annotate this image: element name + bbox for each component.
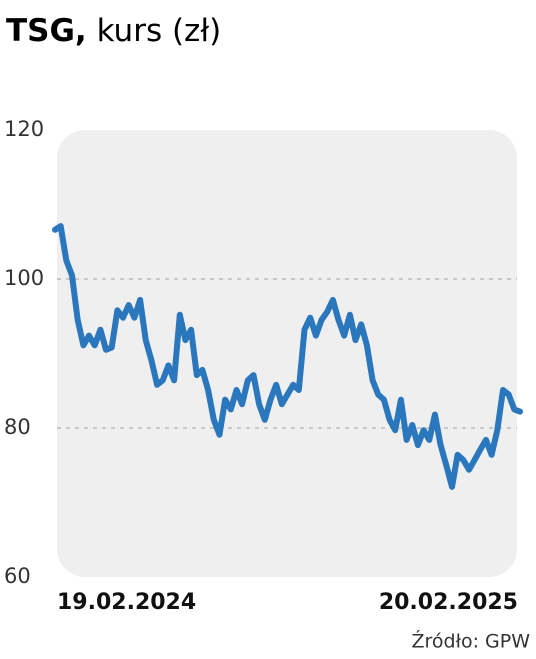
plot-area: [57, 130, 517, 577]
y-tick-label: 60: [4, 564, 31, 588]
source: Źródło: GPW: [411, 630, 530, 653]
price-line: [52, 223, 523, 490]
x-tick-label: 19.02.2024: [57, 590, 196, 615]
title: TSG,: [6, 13, 87, 49]
chart-title: TSG, kurs (zł): [6, 13, 221, 49]
x-tick-label: 20.02.2025: [379, 590, 518, 615]
y-tick-label: 80: [4, 415, 31, 439]
subtitle: kurs (zł): [97, 13, 222, 49]
y-tick-label: 120: [4, 117, 44, 141]
y-tick-label: 100: [4, 266, 44, 290]
